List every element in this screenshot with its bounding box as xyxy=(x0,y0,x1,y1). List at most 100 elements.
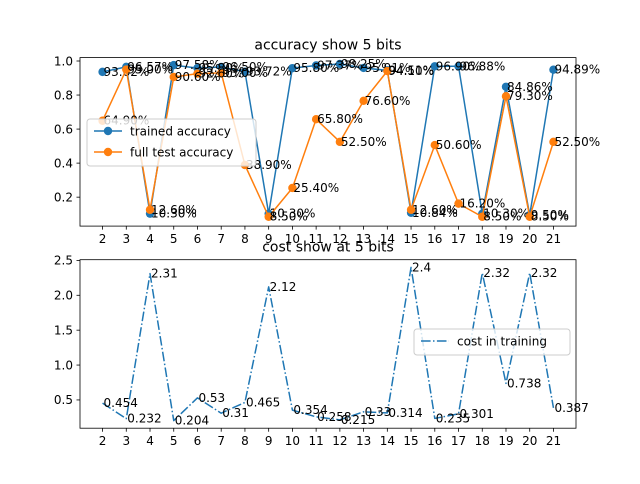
accuracy-data-label: 10.84% xyxy=(412,206,458,220)
accuracy-data-label: 9.50% xyxy=(531,208,569,222)
accuracy-data-point xyxy=(501,92,511,101)
accuracy-data-label: 96.88% xyxy=(460,59,506,73)
accuracy-data-point xyxy=(193,69,202,78)
cost-x-tick-label: 18 xyxy=(475,434,490,448)
cost-x-tick-label: 15 xyxy=(403,434,418,448)
accuracy-data-point xyxy=(311,115,321,124)
accuracy-data-point xyxy=(454,62,463,71)
cost-data-label: 0.314 xyxy=(388,406,422,420)
accuracy-data-label: 16.20% xyxy=(460,197,506,211)
accuracy-data-point xyxy=(217,68,226,78)
accuracy-data-point xyxy=(217,62,226,72)
cost-data-label: 0.232 xyxy=(127,412,161,426)
accuracy-x-tick-label: 16 xyxy=(427,232,442,246)
accuracy-data-label: 95.00% xyxy=(127,63,173,77)
cost-x-tick-label: 11 xyxy=(308,434,323,448)
accuracy-data-label: 12.60% xyxy=(151,203,197,217)
accuracy-data-label: 50.60% xyxy=(436,138,482,152)
accuracy-legend-box xyxy=(86,118,257,167)
cost-x-tick-label: 8 xyxy=(241,434,249,448)
accuracy-data-label: 96.50% xyxy=(222,60,268,74)
cost-plot-frame xyxy=(79,259,577,429)
accuracy-data-point xyxy=(525,212,534,221)
accuracy-data-label: 94.89% xyxy=(554,63,600,77)
accuracy-data-point xyxy=(98,67,107,77)
accuracy-legend-marker xyxy=(103,126,113,136)
accuracy-chart-title: accuracy show 5 bits xyxy=(254,38,401,54)
accuracy-data-label: 52.50% xyxy=(341,135,387,149)
accuracy-data-point xyxy=(430,140,439,150)
accuracy-data-label: 65.80% xyxy=(317,112,363,126)
accuracy-data-point xyxy=(169,60,178,70)
accuracy-chart: accuracy show 5 bits 2 3 4 5 6 7 8 9 10 11 12 13 14 15… xyxy=(54,38,600,247)
cost-data-label: 2.32 xyxy=(483,266,510,280)
accuracy-y-tick-label: 0.8 xyxy=(54,88,73,102)
accuracy-data-point xyxy=(240,67,250,76)
accuracy-data-label: 10.30% xyxy=(483,207,529,221)
cost-legend-box xyxy=(413,328,571,356)
accuracy-x-tick-label: 4 xyxy=(146,232,154,246)
accuracy-data-point xyxy=(430,62,439,71)
accuracy-x-tick-label: 20 xyxy=(522,232,537,246)
accuracy-x-tick-label: 3 xyxy=(122,232,130,246)
accuracy-data-point xyxy=(264,212,273,221)
cost-x-tick-label: 7 xyxy=(217,434,225,448)
accuracy-data-point xyxy=(359,96,368,106)
cost-data-label: 0.53 xyxy=(198,391,225,405)
accuracy-data-label: 8.50% xyxy=(483,210,521,224)
cost-x-tick-label: 3 xyxy=(122,434,130,448)
accuracy-data-point xyxy=(288,183,297,193)
cost-x-tick-label: 5 xyxy=(170,434,178,448)
accuracy-data-label: 95.80% xyxy=(293,61,339,75)
accuracy-data-point xyxy=(145,205,155,214)
accuracy-data-point xyxy=(383,66,392,76)
accuracy-data-label: 96.90% xyxy=(436,59,482,73)
accuracy-x-tick-label: 18 xyxy=(475,232,490,246)
cost-x-tick-label: 12 xyxy=(332,434,347,448)
accuracy-data-label: 38.90% xyxy=(246,158,292,172)
cost-y-tick-label: 1.0 xyxy=(54,358,73,372)
cost-x-tick-label: 6 xyxy=(194,434,202,448)
accuracy-x-tick-label: 8 xyxy=(241,232,249,246)
cost-data-label: 0.465 xyxy=(246,395,280,409)
accuracy-data-label: 96.57% xyxy=(127,60,173,74)
accuracy-data-point xyxy=(311,61,321,70)
cost-data-label: 0.301 xyxy=(460,407,494,421)
accuracy-data-label: 95.80% xyxy=(198,61,244,75)
cost-data-label: 0.204 xyxy=(175,414,209,428)
accuracy-data-point xyxy=(454,199,463,208)
cost-data-label: 0.31 xyxy=(222,406,249,420)
accuracy-x-tick-label: 13 xyxy=(356,232,371,246)
accuracy-x-tick-label: 9 xyxy=(265,232,273,246)
cost-chart-title: cost show at 5 bits xyxy=(262,240,394,256)
accuracy-data-point xyxy=(549,137,558,147)
cost-y-tick-label: 2.0 xyxy=(54,289,73,303)
accuracy-legend-marker xyxy=(103,147,113,157)
cost-legend: cost in training xyxy=(413,328,571,356)
accuracy-data-label: 8.50% xyxy=(270,210,308,224)
cost-x-tick-label: 20 xyxy=(522,434,537,448)
cost-data-label: 0.738 xyxy=(507,376,541,390)
accuracy-x-tick-label: 12 xyxy=(332,232,347,246)
cost-x-tick-label: 4 xyxy=(146,434,154,448)
accuracy-data-label: 93.72% xyxy=(246,65,292,79)
cost-x-tick-label: 14 xyxy=(380,434,395,448)
accuracy-data-point xyxy=(288,63,297,73)
cost-y-tick-label: 1.5 xyxy=(54,323,73,337)
cost-x-tick-label: 19 xyxy=(498,434,513,448)
cost-y-tick-label: 0.5 xyxy=(54,393,73,407)
accuracy-data-label: 98.25% xyxy=(341,57,387,71)
accuracy-x-tick-label: 15 xyxy=(403,232,418,246)
accuracy-data-point xyxy=(122,65,131,74)
accuracy-x-tick-label: 2 xyxy=(99,232,107,246)
cost-x-tick-label: 9 xyxy=(265,434,273,448)
accuracy-x-tick-label: 5 xyxy=(170,232,178,246)
cost-x-tick-label: 13 xyxy=(356,434,371,448)
cost-data-label: 2.32 xyxy=(531,266,558,280)
accuracy-plot-frame xyxy=(79,57,577,227)
accuracy-legend-label: full test accuracy xyxy=(130,146,233,160)
accuracy-legend-label: trained accuracy xyxy=(130,125,231,139)
cost-data-label: 2.12 xyxy=(270,280,297,294)
